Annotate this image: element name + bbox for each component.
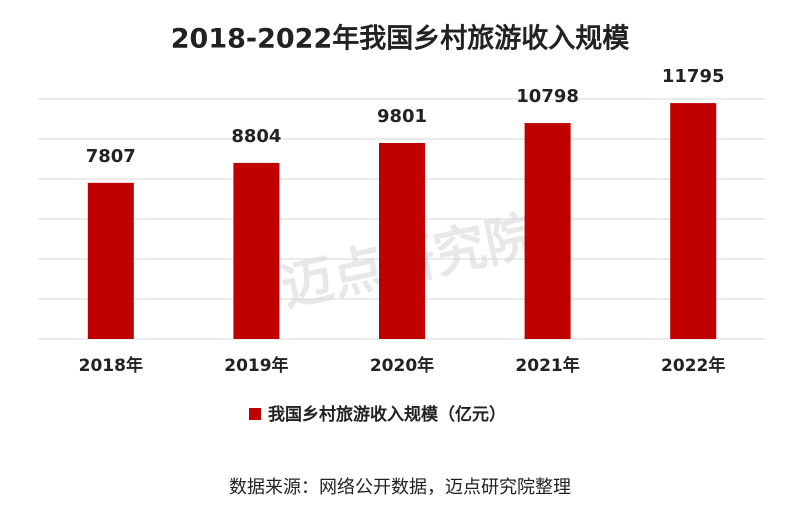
- bar: [87, 182, 134, 339]
- bar: [524, 123, 571, 339]
- source-note: 数据来源：网络公开数据，迈点研究院整理: [229, 477, 571, 498]
- data-label: 9801: [377, 106, 427, 127]
- data-label: 8804: [231, 126, 281, 147]
- x-tick-label: 2020年: [370, 355, 434, 376]
- data-label: 7807: [86, 146, 136, 167]
- legend-swatch: [249, 408, 261, 420]
- x-tick-label: 2022年: [661, 355, 725, 376]
- x-tick-label: 2019年: [224, 355, 288, 376]
- bar: [233, 162, 280, 339]
- data-label: 11795: [662, 66, 725, 87]
- bar: [379, 142, 425, 339]
- chart-title: 2018-2022年我国乡村旅游收入规模: [171, 23, 630, 55]
- legend-label: 我国乡村旅游收入规模（亿元）: [268, 404, 506, 425]
- data-label: 10798: [516, 86, 579, 107]
- x-tick-label: 2021年: [515, 355, 579, 376]
- bar: [670, 103, 717, 339]
- x-tick-label: 2018年: [79, 355, 143, 376]
